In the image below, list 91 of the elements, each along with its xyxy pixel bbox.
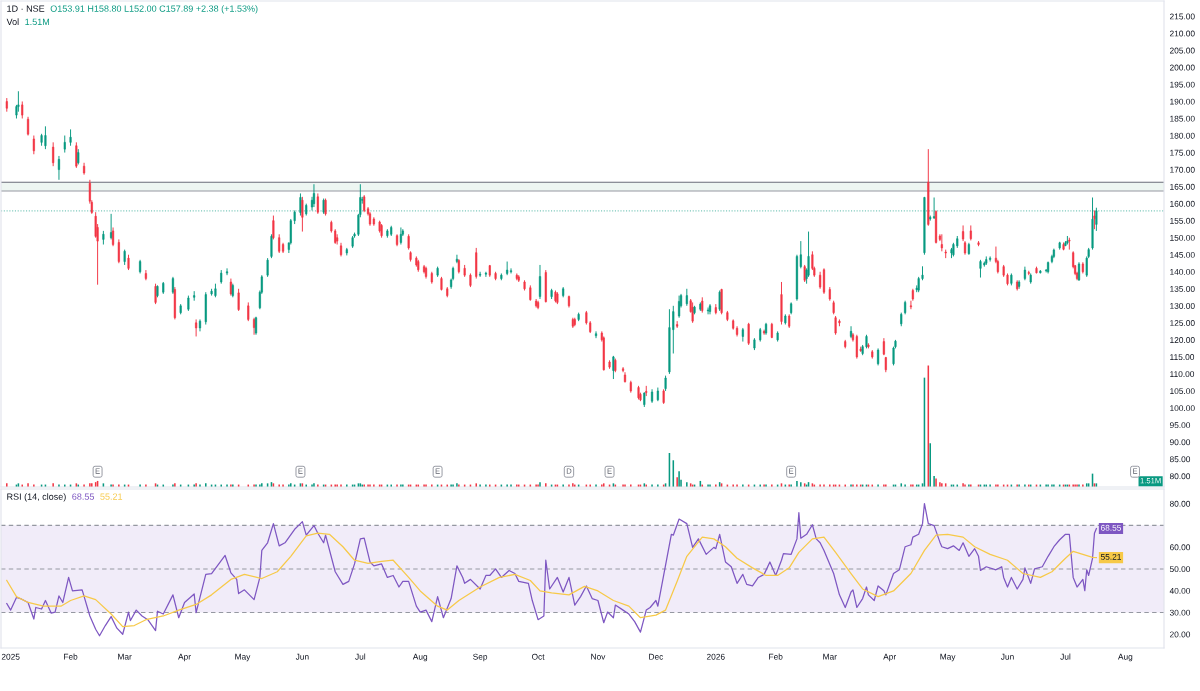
y-tick-label: 195.00 [1170,81,1195,88]
x-tick-label: Nov [591,653,606,660]
y-tick-label: 80.00 [1169,500,1191,507]
candlestick [26,116,30,137]
y-tick-label: 210.00 [1169,30,1195,37]
candlestick [237,288,240,312]
candlestick [834,315,837,336]
candlestick [747,322,750,346]
y-tick-label: 130.00 [1170,303,1195,309]
candlestick [247,301,250,322]
y-tick-label: 215.00 [1169,13,1195,20]
x-tick-label: Dec [649,653,664,660]
chart-title: 1D · NSE [7,5,45,12]
candlestick [57,155,61,181]
y-tick-label: 180.00 [1170,132,1195,139]
y-tick-label: 200.00 [1169,64,1195,71]
y-tick-label: 85.00 [1169,456,1191,463]
x-tick-label: Apr [178,653,191,662]
y-tick-label: 155.00 [1170,217,1195,224]
chart-title: Vol [6,18,19,25]
candlestick [272,215,275,240]
candlestick [855,334,858,360]
x-tick-label: Mar [823,653,837,660]
y-tick-label: 145.00 [1170,251,1195,258]
x-tick-label: Jun [295,653,309,660]
y-tick-label: 205.00 [1169,47,1195,54]
candlestick [849,325,853,339]
candlestick [989,255,992,263]
x-tick-label: Sep [473,653,488,662]
x-tick-label: Oct [531,653,545,660]
y-tick-label: 40.00 [1169,587,1191,594]
candlestick [509,267,513,274]
y-tick-label: 100.00 [1170,405,1195,412]
y-tick-label: 170.00 [1170,166,1195,173]
candlestick [822,267,826,295]
candlestick [475,247,478,280]
x-tick-label: Jul [1060,653,1071,660]
x-tick-label: Feb [64,653,78,660]
y-tick-label: 160.00 [1170,200,1195,207]
y-tick-label: 120.00 [1170,337,1195,343]
x-tick-label: May [940,653,956,662]
candlestick [718,290,721,312]
y-tick-label: 140.00 [1170,268,1195,275]
text: 68.55 [72,493,95,500]
y-tick-label: 175.00 [1170,149,1195,156]
y-tick-label: 110.00 [1170,371,1195,378]
candlestick [117,238,120,264]
text: 1.51M [25,18,50,25]
candlestick [52,141,55,167]
y-tick-label: 80.00 [1169,473,1191,480]
candlestick [195,318,198,337]
y-tick-label: 150.00 [1170,234,1195,241]
text: 55.21 [100,493,123,500]
candlestick [44,125,47,150]
y-tick-label: 125.00 [1170,320,1195,326]
x-tick-label: May [235,653,251,662]
chart-subtitle: O153.91 H158.80 L152.00 C157.89 +2.38 (+1.53%) [50,5,258,14]
candlestick [312,183,316,208]
candlestick [316,192,319,215]
x-tick-label: Aug [1117,653,1133,662]
y-tick-label: 50.00 [1169,566,1191,573]
y-tick-label: 105.00 [1170,388,1195,395]
candlestick [266,257,269,278]
data-label: 68.55 [1100,524,1122,531]
y-tick-label: 135.00 [1170,285,1195,292]
candlestick [720,288,723,315]
y-tick-label: 60.00 [1169,544,1191,551]
y-tick-label: 30.00 [1169,609,1191,616]
x-tick-label: Apr [883,653,897,662]
x-tick-label: Mar [118,653,132,660]
y-tick-label: 95.00 [1169,422,1191,429]
data-label: 55.21 [1100,553,1121,560]
y-tick-label: 165.00 [1170,183,1195,190]
chart-title: RSI (14, close) [7,493,66,502]
x-tick-label: 2025 [1,653,20,660]
x-tick-label: 2026 [706,653,725,660]
candlestick [594,330,598,339]
candlestick [301,196,304,233]
x-tick-label: Jun [1000,653,1014,660]
x-tick-label: Jul [355,653,366,660]
x-tick-label: Aug [412,653,428,662]
y-tick-label: 20.00 [1169,631,1191,638]
candlestick [538,264,542,300]
candlestick [32,135,35,155]
y-tick-label: 115.00 [1170,354,1195,360]
candlestick [278,233,281,254]
y-tick-label: 190.00 [1170,98,1195,105]
y-tick-label: 185.00 [1170,115,1195,122]
candlestick [225,267,229,276]
y-tick-label: 90.00 [1169,439,1191,446]
x-tick-label: Feb [769,653,783,660]
